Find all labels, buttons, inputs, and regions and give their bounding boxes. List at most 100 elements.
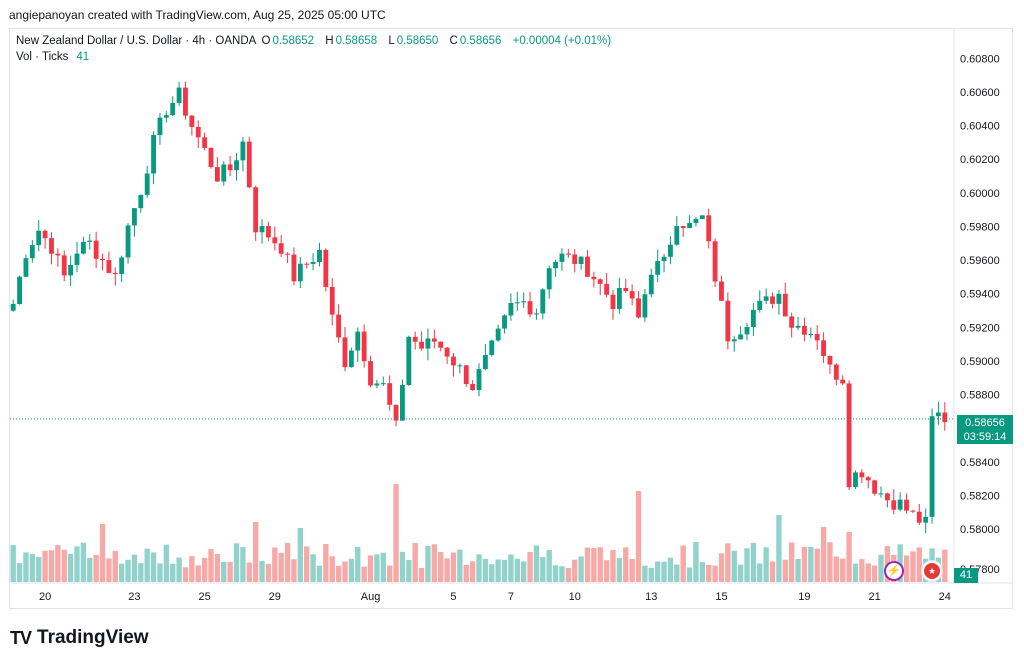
candle-body [929,416,935,517]
candle-body [214,167,220,182]
bolt-icon[interactable]: ⚡ [884,561,904,581]
volume-bar [61,549,67,582]
volume-bar [157,563,163,582]
candle-body [87,240,93,242]
volume-bar [603,560,610,582]
volume-bar [265,563,272,582]
volume-bar [310,554,316,582]
candle-body [240,141,246,161]
candle-body [246,141,252,188]
volume-bar [769,561,776,582]
candle-body [578,256,584,265]
price-tick-label: 0.59000 [960,356,1000,368]
candle-body [189,115,195,127]
volume-bars [10,484,948,582]
candle-body [368,361,373,386]
candle-body [553,261,558,269]
candle-body [291,254,297,282]
volume-bar [342,561,348,582]
volume-bar [820,527,827,582]
candle-body [495,328,501,341]
candle-body [693,218,699,223]
change-value: +0.00004 (+0.01%) [512,35,612,47]
candle-body [853,472,858,488]
volume-bar [144,548,150,582]
candle-body [738,334,744,340]
volume-bar [482,558,489,582]
volume-bar [591,548,597,582]
volume-bar [112,550,118,582]
volume-bar [406,560,412,582]
candle-body [463,365,469,385]
volume-bar [699,562,706,582]
candle-body [138,194,144,209]
volume-bar [584,547,591,582]
volume-bar [489,564,495,582]
volume-bar [246,562,252,582]
volume-bar [737,564,744,582]
volume-bar [623,547,629,582]
volume-bar [418,567,425,582]
volume-bar [686,567,693,582]
low-label: L [388,35,395,47]
candle-body [112,272,118,275]
price-tick-label: 0.58200 [960,491,1000,503]
volume-bar [99,524,106,582]
volume-bar [80,542,87,582]
volume-bar [316,565,323,582]
candle-body [176,87,182,103]
candle-body [470,384,476,391]
volume-bar [450,552,457,582]
candle-body [17,276,22,304]
tradingview-logo[interactable]: TV TradingView [10,627,149,649]
volume-bar [712,565,718,582]
candle-body [253,187,259,233]
candle-body [629,291,635,299]
candle-body [36,230,42,246]
candle-body [546,268,552,290]
volume-bar [552,565,559,582]
candle-body [527,301,533,315]
volume-bar [610,550,616,582]
candle-body [93,240,99,259]
volume-bar [355,546,361,582]
candle-body [208,147,214,168]
volume-bar [93,554,99,582]
candle-body [891,500,897,510]
open-label: O [261,35,271,47]
candle-body [572,254,578,265]
close-value: 0.58656 [459,35,502,47]
candle-body [706,215,712,242]
us-flag-icon[interactable]: ★ [922,561,942,581]
volume-bar [616,558,623,582]
candle-body [833,364,839,380]
volume-bar [693,542,699,582]
volume-bar [572,559,578,582]
candle-body [323,249,329,287]
candle-body [74,253,80,265]
candle-body [380,383,386,385]
volume-bar [195,565,201,582]
candle-body [234,160,239,171]
volume-bar [118,563,125,582]
volume-bar [750,542,757,582]
volume-bar [438,551,444,582]
candle-body [534,313,539,315]
volume-bar [635,491,642,582]
candle-body [304,263,310,265]
candle-body [636,298,641,318]
volume-bar [131,554,138,582]
chart-credit: angiepanoyan created with TradingView.co… [9,8,386,22]
volume-label: Vol · Ticks [16,51,69,63]
volume-bar [367,555,374,582]
chart-frame[interactable] [9,28,1013,609]
candle-body [170,102,176,116]
bar-countdown: 03:59:14 [963,431,1007,443]
volume-bar [846,532,852,582]
candle-body [827,356,833,365]
candle-body [514,302,520,304]
candle-body [655,261,661,275]
price-tick-label: 0.59400 [960,289,1000,301]
candle-body [10,303,16,311]
